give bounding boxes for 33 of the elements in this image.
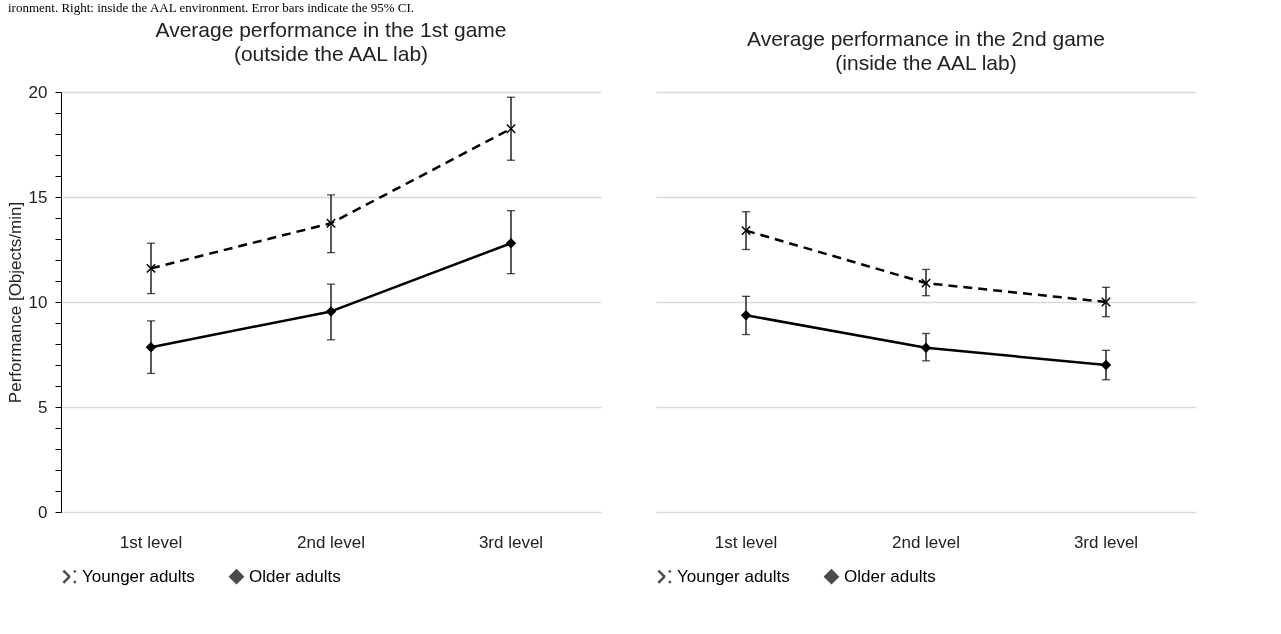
point: [921, 278, 931, 289]
point: [506, 123, 516, 134]
chart-title: Average performance in the 2nd game: [746, 27, 1106, 50]
legend-label: Younger adults: [82, 566, 195, 586]
point: [146, 263, 156, 274]
text: ironment. Right: inside the AAL environment. Error bars indicate the 95% CI.: [7, 0, 416, 16]
legend-label: Older adults: [249, 566, 341, 586]
point: [326, 218, 336, 229]
point: [146, 342, 156, 353]
point: [1101, 297, 1111, 307]
point: [326, 306, 336, 317]
legend-label: Younger adults: [677, 566, 790, 586]
y-tick-label: 15: [28, 187, 48, 207]
x-tick-label: 2nd level: [296, 532, 366, 552]
point: [741, 310, 751, 321]
point: [741, 225, 751, 236]
chart-title: Average performance in the 1st game: [155, 18, 507, 41]
point: [1101, 360, 1111, 370]
point: [921, 342, 931, 353]
legend-label: Older adults: [844, 566, 936, 586]
y-tick-label: 5: [38, 397, 48, 417]
x-tick-label: 3rd level: [1073, 532, 1139, 552]
y-tick-label: 20: [28, 82, 48, 102]
y-tick-label: 0: [38, 502, 48, 522]
point: [506, 238, 516, 249]
chart-subtitle: (inside the AAL lab): [835, 51, 1017, 74]
x-tick-label: 3rd level: [478, 532, 544, 552]
x-tick-label: 1st level: [119, 532, 183, 552]
y-tick-label: 10: [28, 292, 48, 312]
y-axis-title: Performance [Objects/min]: [5, 201, 25, 404]
x-tick-label: 2nd level: [891, 532, 961, 552]
x-tick-label: 1st level: [714, 532, 778, 552]
chart-subtitle: (outside the AAL lab): [233, 42, 429, 65]
